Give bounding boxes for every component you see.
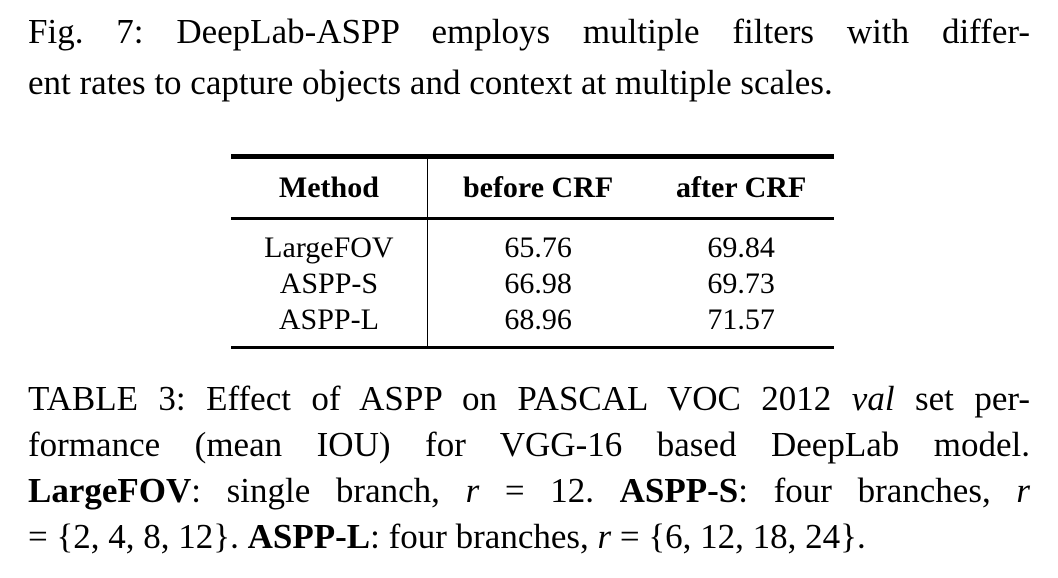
table-row: ASPP-L 68.96 71.57: [231, 302, 834, 349]
caption-text: : four branches,: [370, 517, 598, 556]
table-caption-line-3: LargeFOV: single branch, r = 12. ASPP-S:…: [28, 468, 1030, 514]
cell-method: ASPP-S: [231, 266, 428, 302]
table-row: LargeFOV 65.76 69.84: [231, 218, 834, 266]
table-caption: TABLE 3: Effect of ASPP on PASCAL VOC 20…: [28, 376, 1030, 560]
caption-text: TABLE 3: Effect of ASPP on PASCAL VOC 20…: [28, 379, 852, 418]
figure-caption: Fig. 7: DeepLab-ASPP employs multiple fi…: [28, 6, 1030, 108]
caption-text: : four branches,: [738, 471, 1017, 510]
cell-method: LargeFOV: [231, 218, 428, 266]
caption-text: : single branch,: [191, 471, 466, 510]
caption-math-r: r: [1016, 471, 1030, 510]
caption-text: = {6, 12, 18, 24}.: [611, 517, 866, 556]
cell-after-crf: 69.84: [707, 231, 775, 264]
caption-text: = 12.: [479, 471, 620, 510]
caption-text: set per-: [894, 379, 1030, 418]
cell-before-crf: 68.96: [427, 302, 649, 349]
caption-math-r: r: [465, 471, 480, 510]
figure-caption-line-2: ent rates to capture objects and context…: [28, 63, 833, 102]
caption-bold-aspp-s: ASPP-S: [619, 471, 739, 510]
table-caption-line-2: formance (mean IOU) for VGG-16 based Dee…: [28, 425, 1030, 464]
caption-text: = {2, 4, 8, 12}.: [28, 517, 248, 556]
table-caption-line-1: TABLE 3: Effect of ASPP on PASCAL VOC 20…: [28, 376, 1030, 422]
cell-after-crf: 71.57: [648, 302, 834, 349]
table-header-row: Method before CRF after CRF: [231, 154, 834, 220]
table-row: ASPP-S 66.98 69.73: [231, 266, 834, 302]
header-method: Method: [231, 154, 428, 220]
cell-after-crf: 69.73: [707, 267, 775, 300]
caption-math-r: r: [597, 517, 612, 556]
table-caption-line-4: = {2, 4, 8, 12}. ASPP-L: four branches, …: [28, 514, 1030, 560]
cell-method: ASPP-L: [231, 302, 428, 349]
caption-bold-aspp-l: ASPP-L: [247, 517, 371, 556]
figure-caption-line-1: Fig. 7: DeepLab-ASPP employs multiple fi…: [28, 12, 1030, 51]
caption-bold-largefov: LargeFOV: [28, 471, 192, 510]
header-after-crf: after CRF: [648, 154, 834, 220]
header-before-crf: before CRF: [427, 154, 649, 220]
results-table: Method before CRF after CRF LargeFOV 65.…: [231, 154, 834, 349]
cell-before-crf: 66.98: [504, 267, 572, 300]
caption-italic-val: val: [851, 379, 895, 418]
cell-before-crf: 65.76: [504, 231, 572, 264]
